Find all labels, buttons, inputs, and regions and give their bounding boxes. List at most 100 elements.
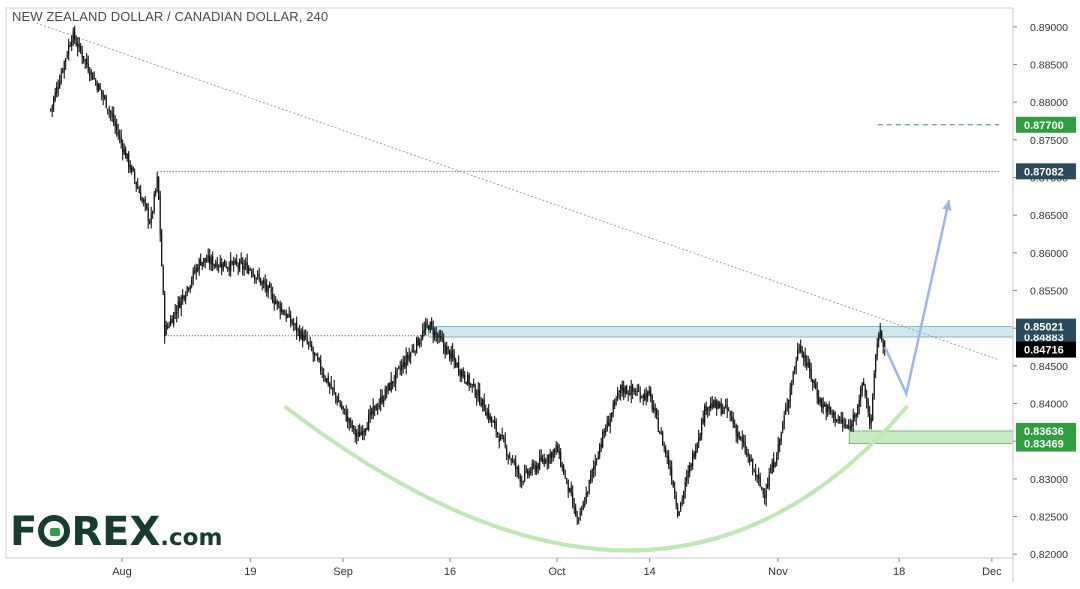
rounding-bottom-arc [283, 405, 909, 553]
candle-body [480, 402, 482, 407]
candle-body [249, 269, 251, 271]
candle-body [398, 366, 400, 368]
candle-body [306, 338, 308, 343]
candle-body [183, 295, 185, 299]
candle-body [216, 261, 218, 269]
candle-body [167, 326, 169, 328]
candle-body [485, 412, 487, 416]
candle-body [288, 313, 290, 318]
candle-body [824, 404, 826, 407]
candle-body [579, 512, 581, 517]
candle-body [455, 359, 457, 368]
candle-body [258, 275, 260, 279]
candle-body [555, 445, 557, 449]
candle-body [632, 384, 634, 392]
candle-body [423, 329, 425, 333]
candle-body [494, 421, 496, 424]
candle-body [53, 98, 55, 106]
candle-body [677, 507, 679, 517]
candle-body [825, 404, 827, 414]
candle-body [726, 405, 728, 411]
candle-body [212, 256, 214, 267]
candle-body [68, 45, 70, 56]
candle-body [314, 352, 316, 355]
candle-body [107, 108, 109, 110]
candle-body [140, 191, 142, 201]
candle-body [699, 433, 701, 440]
candle-body [138, 189, 140, 193]
candle-body [725, 404, 727, 406]
candle-body [80, 45, 82, 51]
candle-body [444, 345, 446, 354]
candle-body [521, 480, 523, 482]
candle-body [525, 468, 527, 471]
candle-body [278, 302, 280, 304]
candle-body [504, 439, 506, 446]
candle-body [689, 465, 691, 474]
candle-body [510, 458, 512, 462]
candle-body [92, 72, 94, 80]
candle-body [56, 86, 58, 94]
candle-body [585, 492, 587, 504]
candle-body [174, 311, 176, 313]
candle-body [102, 93, 104, 98]
candle-body [804, 354, 806, 362]
candle-body [594, 461, 596, 469]
candle-body [669, 466, 671, 470]
candle-body [242, 261, 244, 269]
price-tag-bg [1016, 422, 1076, 439]
candle-body [180, 297, 182, 309]
candle-body [354, 428, 356, 436]
candle-body [186, 286, 188, 294]
x-tick-label: 19 [244, 566, 256, 578]
candle-body [222, 261, 224, 271]
candle-body [461, 370, 463, 378]
candle-body [131, 167, 133, 172]
candle-body [65, 58, 67, 63]
candle-body [462, 368, 464, 377]
candle-body [360, 431, 362, 435]
candle-body [113, 114, 115, 123]
candle-body [318, 358, 320, 361]
candle-body [164, 293, 166, 336]
candle-body [470, 383, 472, 386]
candle-body [387, 383, 389, 391]
candle-body [377, 409, 379, 411]
candle-body [98, 84, 100, 92]
candle-body [240, 258, 242, 263]
candle-body [135, 181, 137, 186]
candle-body [743, 440, 745, 443]
candle-body [465, 381, 467, 385]
candle-body [105, 95, 107, 108]
y-tick-label: 0.88500 [1030, 60, 1068, 72]
candle-body [812, 379, 814, 384]
x-tick-label: Oct [548, 566, 565, 578]
candle-body [402, 361, 404, 368]
candle-body [816, 389, 818, 398]
candle-body [317, 356, 319, 360]
candle-body [798, 347, 800, 349]
candle-body [615, 398, 617, 400]
candle-body [534, 465, 536, 472]
candle-body [147, 207, 149, 221]
candle-body [296, 321, 298, 332]
candle-body [456, 363, 458, 366]
candle-body [165, 325, 167, 336]
candle-body [239, 260, 241, 270]
candle-body [654, 408, 656, 411]
candle-body [371, 409, 373, 415]
candle-body [758, 474, 760, 479]
candle-body [873, 373, 875, 396]
price-tag-bg [1016, 341, 1076, 358]
candle-body [141, 199, 143, 202]
candle-body [770, 472, 772, 474]
candle-body [642, 395, 644, 398]
candle-body [660, 432, 662, 434]
candle-body [215, 264, 217, 267]
price-tag-bg [1016, 318, 1076, 335]
price-tag-bg [1016, 163, 1076, 180]
candle-body [254, 275, 256, 279]
candle-body [563, 465, 565, 475]
candle-body [584, 504, 586, 506]
candle-body [219, 261, 221, 267]
